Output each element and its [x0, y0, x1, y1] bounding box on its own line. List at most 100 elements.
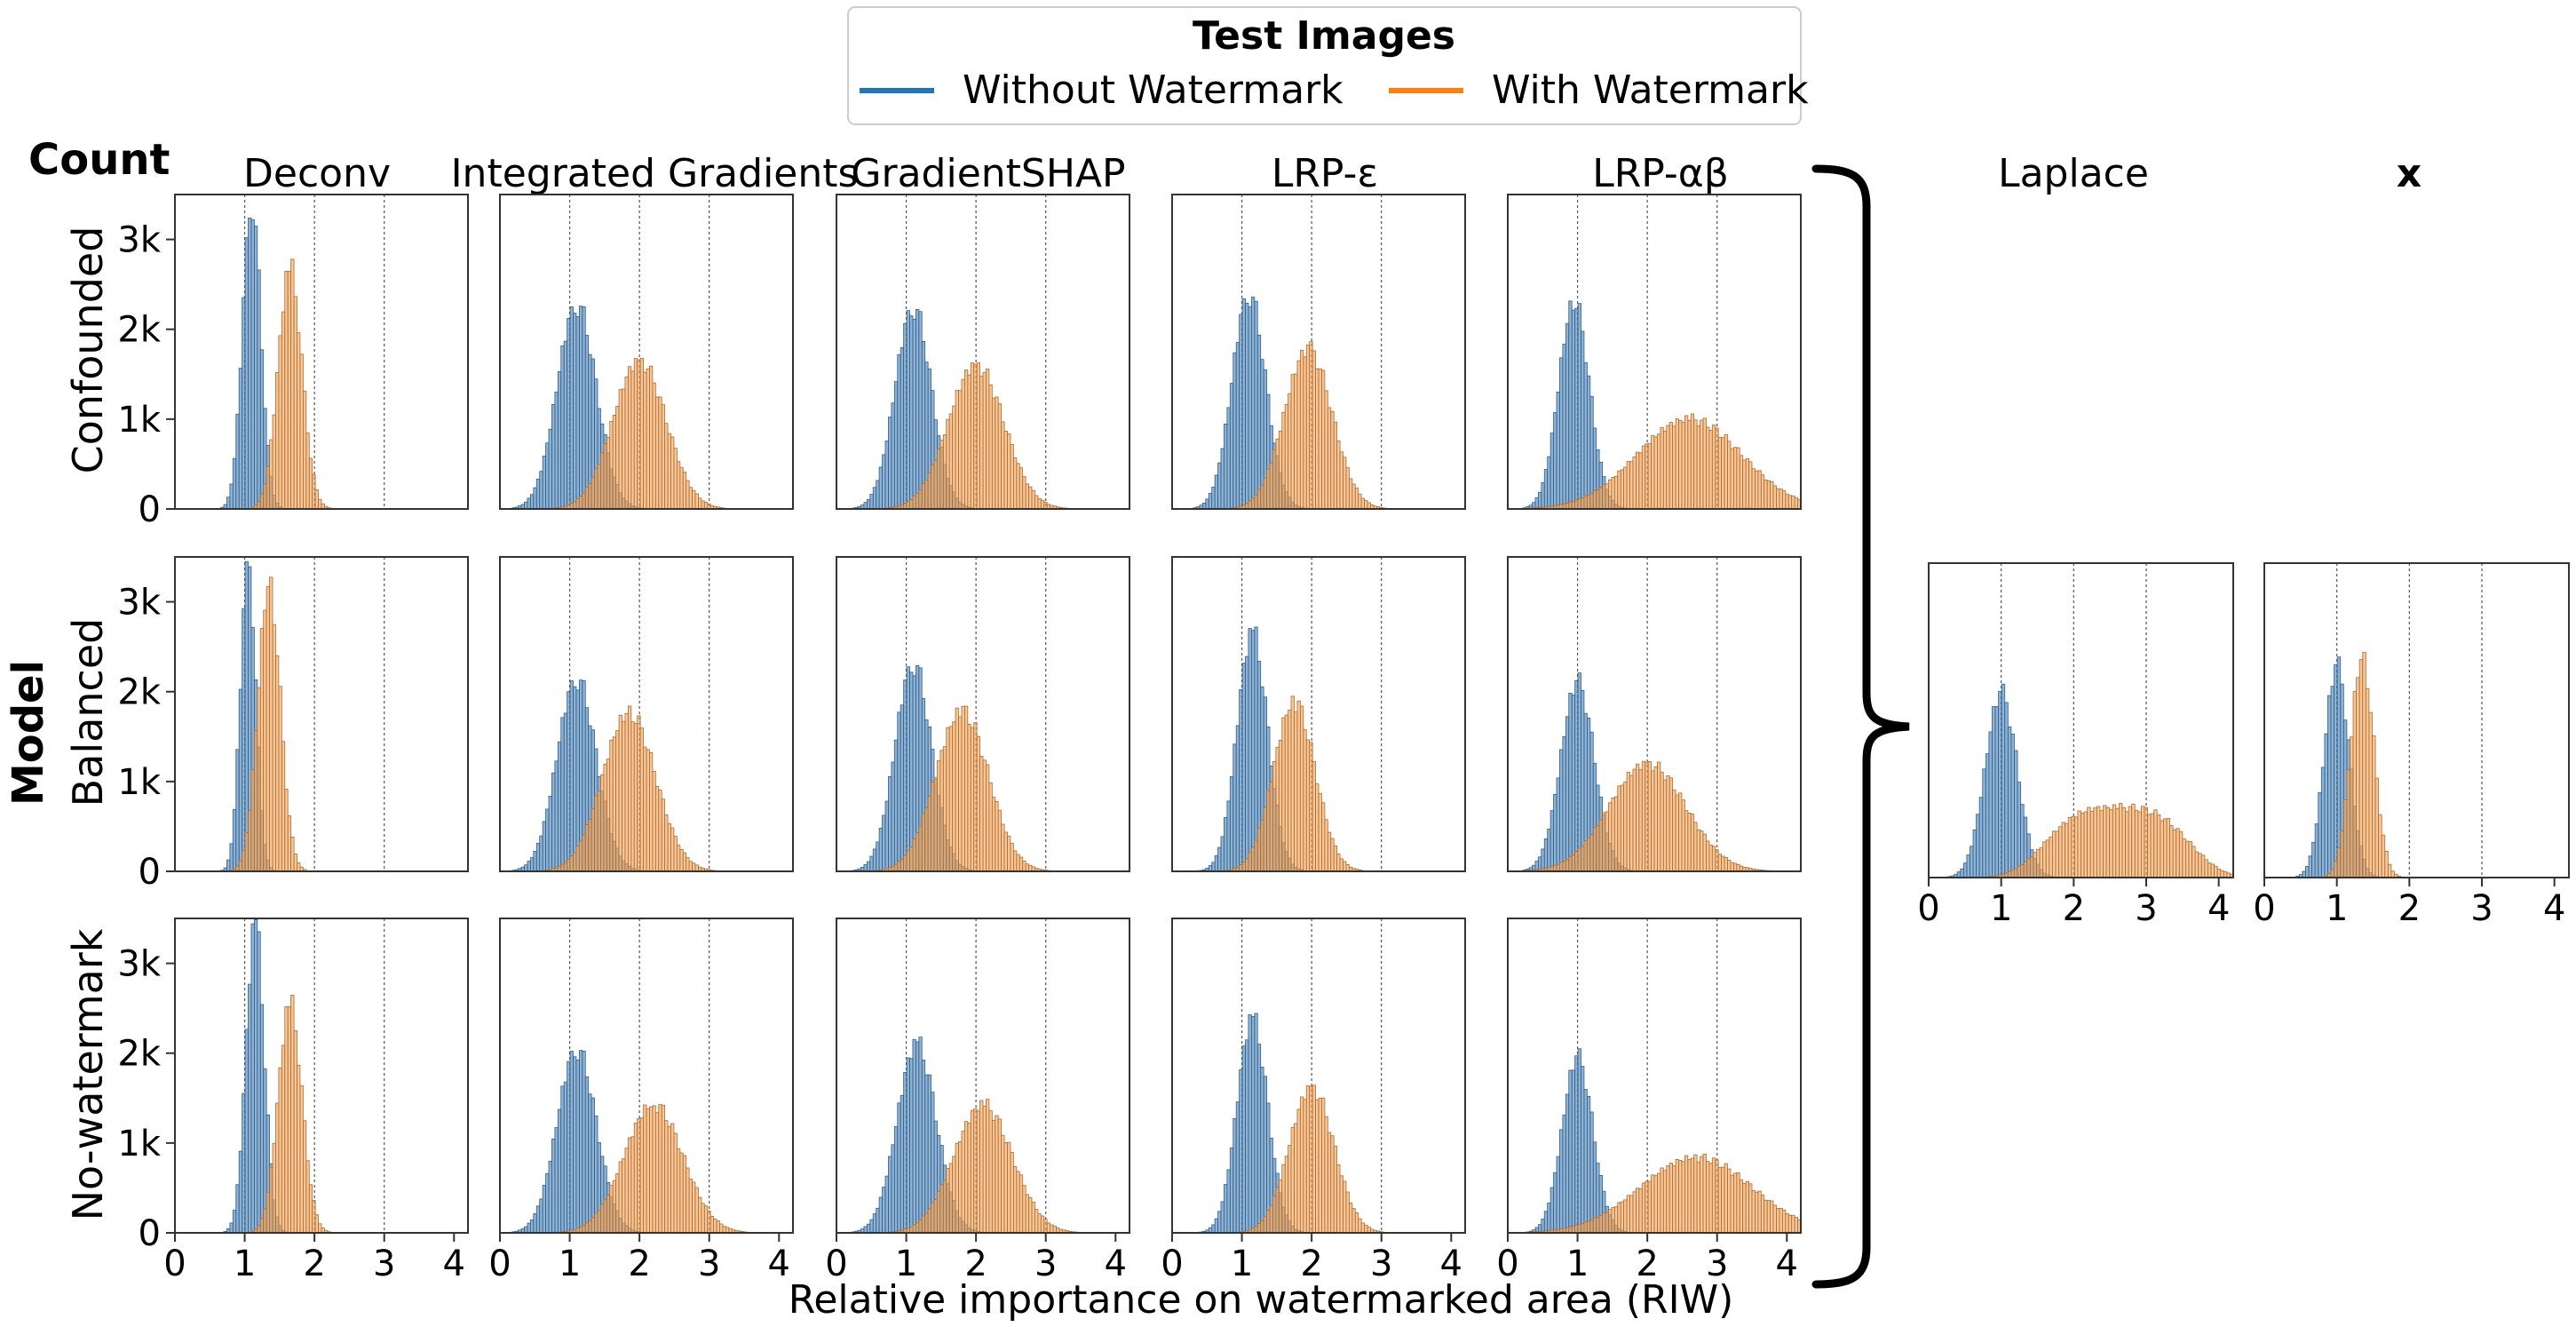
histogram-bar-with-extra0-70: [2150, 813, 2155, 878]
histogram-bar-with-r1c2-21: [900, 859, 905, 872]
histogram-bar-with-r1c0-25: [250, 769, 255, 872]
histogram-bar-with-r0c3-48: [1318, 368, 1322, 510]
histogram-bar-with-extra0-92: [2220, 870, 2224, 878]
panel-frame-r2c1: [499, 918, 794, 1234]
histogram-bar-with-r1c1-31: [594, 795, 598, 872]
histogram-bar-with-r1c4-39: [1626, 771, 1630, 872]
histogram-bar-without-r2c0-25: [250, 923, 255, 1234]
histogram-bar-without-extra1-15: [2311, 841, 2316, 878]
histogram-bar-with-r1c0-29: [263, 609, 267, 872]
histogram-bar-without-r0c1-12: [535, 479, 541, 510]
histogram-bar-without-r0c1-8: [524, 501, 528, 510]
histogram-bar-with-r2c0-46: [314, 1214, 319, 1234]
histogram-bar-with-r1c2-44: [970, 727, 975, 872]
histogram-bar-with-r1c1-34: [603, 763, 607, 872]
panel-r1c0: 0 1k 2k 3k: [117, 556, 469, 893]
panel-frame-r2c3: [1171, 918, 1466, 1234]
histogram-bar-with-r2c1-44: [633, 1122, 638, 1234]
histogram-bar-with-r0c1-26: [578, 496, 583, 510]
histogram-bar-with-r1c4-71: [1724, 856, 1728, 872]
histogram-bar-with-r0c4-21: [1571, 501, 1576, 510]
histogram-bar-without-extra1-14: [2308, 855, 2312, 878]
histogram-bar-with-r1c2-58: [1012, 850, 1018, 872]
histogram-bar-with-r0c4-90: [1781, 490, 1787, 510]
histogram-bar-with-r1c3-45: [1309, 742, 1313, 872]
histogram-bar-without-r2c1-30: [590, 1097, 595, 1234]
histogram-bar-without-r2c1-9: [527, 1222, 531, 1234]
histogram-bar-without-r2c3-22: [1239, 1069, 1243, 1234]
histogram-bar-with-r2c3-32: [1269, 1204, 1273, 1234]
histogram-bar-without-r0c3-16: [1220, 448, 1225, 510]
histogram-bar-without-r2c2-12: [872, 1213, 877, 1234]
histogram-bar-with-extra0-76: [2169, 825, 2174, 878]
histogram-bar-without-r0c2-14: [878, 466, 883, 510]
histogram-bar-without-r1c2-19: [893, 739, 899, 872]
histogram-bar-with-r1c2-22: [903, 854, 908, 872]
histogram-bar-with-extra0-46: [2073, 816, 2079, 878]
histogram-bar-with-r0c4-70: [1721, 437, 1725, 510]
histogram-bar-without-extra0-25: [2007, 726, 2012, 878]
histogram-bar-with-extra0-54: [2099, 810, 2104, 878]
histogram-bar-without-r2c3-14: [1214, 1218, 1218, 1234]
histogram-bar-with-r0c3-46: [1312, 350, 1316, 510]
histogram-bar-without-extra0-11: [1962, 862, 1968, 878]
histogram-bar-with-r1c4-15: [1553, 864, 1557, 872]
histogram-bar-with-r1c1-39: [618, 714, 622, 872]
x-axis-label: Relative importance on watermarked area …: [789, 1277, 1734, 1323]
histogram-bar-with-r2c0-42: [302, 1120, 307, 1234]
histogram-bar-with-r0c0-40: [297, 332, 301, 510]
histogram-bar-without-r2c2-20: [897, 1102, 901, 1234]
panel-frame-r2c0: [174, 918, 469, 1234]
histogram-bar-with-r0c2-53: [997, 403, 1003, 510]
x-tick-label-r2c3-0: 0: [1161, 1244, 1183, 1284]
histogram-bar-with-r2c0-37: [287, 1005, 292, 1234]
histogram-bar-with-r2c0-41: [299, 1085, 304, 1234]
histogram-bar-with-r1c2-36: [946, 727, 950, 872]
panel-r1c1: [499, 556, 794, 872]
histogram-bar-with-r2c1-62: [688, 1179, 693, 1234]
histogram-bar-with-r1c1-50: [652, 770, 656, 872]
histogram-bar-with-r0c4-85: [1766, 480, 1771, 510]
histogram-bar-with-extra0-82: [2188, 841, 2192, 878]
histogram-bar-without-r2c4-26: [1586, 1095, 1591, 1234]
x-tick-label-r2c4-1: 1: [1566, 1244, 1589, 1284]
histogram-bar-with-r1c2-40: [958, 716, 963, 872]
histogram-bar-with-r2c3-45: [1309, 1085, 1313, 1234]
histogram-bar-with-r2c3-27: [1254, 1226, 1258, 1234]
histogram-bar-with-r1c4-67: [1711, 846, 1716, 872]
histogram-bar-with-r1c4-75: [1736, 863, 1740, 872]
histogram-bar-with-r0c4-46: [1647, 443, 1652, 510]
histogram-bar-without-r0c0-25: [250, 219, 255, 510]
histogram-bar-with-r1c3-40: [1294, 711, 1298, 872]
histogram-bar-with-r2c1-68: [707, 1210, 711, 1234]
histogram-bar-with-r0c4-35: [1613, 475, 1619, 510]
histogram-bar-with-r1c1-23: [569, 855, 574, 872]
histogram-bar-with-r0c3-50: [1324, 390, 1328, 510]
histogram-bar-with-r0c3-30: [1263, 477, 1267, 510]
panel-frame-r1c3: [1171, 556, 1466, 872]
histogram-bar-without-r1c1-23: [569, 680, 574, 872]
histogram-bar-with-extra0-28: [2017, 865, 2022, 878]
model-label: Model: [4, 660, 53, 806]
histogram-bar-with-r0c4-74: [1732, 447, 1738, 510]
histogram-bar-with-r1c2-27: [918, 825, 923, 872]
histogram-bar-with-extra1-25: [2342, 799, 2348, 878]
histogram-bar-with-extra0-42: [2061, 822, 2066, 878]
column-title-lrp-alphabeta: LRP-αβ: [1592, 151, 1729, 196]
histogram-bar-with-r2c4-82: [1757, 1190, 1762, 1234]
histogram-bar-with-r0c1-59: [679, 466, 684, 510]
histogram-bar-with-extra0-38: [2049, 837, 2053, 878]
histogram-bar-with-r2c2-71: [1052, 1226, 1057, 1234]
histogram-bar-without-r0c2-23: [906, 310, 910, 510]
histogram-bar-with-r0c2-24: [909, 499, 914, 510]
histogram-bar-with-r0c2-50: [988, 384, 993, 510]
histogram-bar-without-r2c0-23: [244, 1029, 249, 1234]
histogram-bar-with-r1c3-25: [1248, 852, 1252, 872]
histogram-bar-with-r1c0-21: [238, 860, 243, 872]
histogram-bar-without-r0c4-21: [1571, 309, 1576, 510]
histogram-bar-with-r1c4-52: [1666, 775, 1670, 872]
y-tick-label-r2c0-0: 0: [139, 1213, 161, 1254]
histogram-bar-with-r2c4-33: [1608, 1209, 1613, 1234]
histogram-bar-with-r0c2-40: [958, 390, 963, 510]
histogram-bar-without-r0c1-25: [575, 316, 580, 510]
